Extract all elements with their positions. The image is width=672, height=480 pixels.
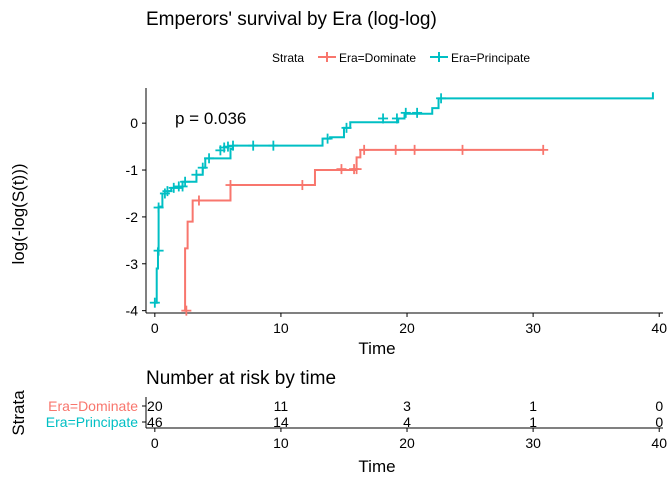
risk-row-label-principate: Era=Principate: [46, 414, 138, 430]
main-y-axis-label: log(-log(S(t))): [9, 163, 28, 264]
risk-cell-dominate: 3: [403, 398, 411, 414]
chart-title: Emperors' survival by Era (log-log): [146, 9, 437, 30]
main-x-tick-label: 10: [273, 320, 289, 336]
main-y-tick-label: 0: [130, 115, 138, 131]
censor-mark-principate: [436, 93, 447, 104]
censor-mark-principate: [149, 297, 160, 308]
censor-mark-dominate: [225, 180, 236, 191]
legend-label-dominate: Era=Dominate: [339, 51, 416, 65]
censor-mark-dominate: [359, 144, 370, 155]
censor-mark-dominate: [181, 305, 192, 316]
censor-mark-principate: [204, 153, 215, 164]
censor-mark-principate: [228, 140, 239, 151]
risk-x-tick-label: 0: [151, 435, 159, 451]
risk-y-axis-label: Strata: [9, 390, 28, 436]
risk-table-axes: 0 10 20 30 40: [142, 397, 667, 451]
main-x-tick-label: 30: [525, 320, 541, 336]
main-x-tick-label: 40: [651, 320, 667, 336]
risk-cell-principate: 14: [273, 414, 289, 430]
main-y-tick-label: -2: [126, 209, 139, 225]
censor-mark-principate: [412, 107, 423, 118]
censor-mark-dominate: [336, 164, 347, 175]
censor-mark-principate: [341, 122, 352, 133]
censor-mark-principate: [191, 169, 202, 180]
risk-cell-dominate: 0: [655, 398, 663, 414]
censor-mark-principate: [268, 140, 279, 151]
censor-mark-principate: [222, 141, 233, 152]
censor-mark-dominate: [538, 144, 549, 155]
censor-mark-dominate: [409, 144, 420, 155]
censor-mark-principate: [248, 140, 259, 151]
main-y-tick-label: -3: [126, 256, 139, 272]
main-plot-series: [149, 92, 654, 316]
legend-label-principate: Era=Principate: [451, 51, 530, 65]
censor-mark-dominate: [457, 144, 468, 155]
legend-title: Strata: [272, 51, 304, 65]
risk-cell-dominate: 11: [274, 398, 289, 414]
censor-mark-principate: [153, 202, 164, 213]
censor-mark-dominate: [193, 195, 204, 206]
risk-row-label-dominate: Era=Dominate: [48, 398, 138, 414]
censor-mark-principate: [162, 186, 173, 197]
risk-cell-dominate: 1: [529, 398, 537, 414]
censor-mark-principate: [153, 245, 164, 256]
series-line-principate: [154, 92, 654, 304]
risk-cell-principate: 0: [655, 414, 663, 430]
legend-key-dominate: [318, 52, 336, 62]
censor-mark-principate: [197, 162, 208, 173]
censor-mark-principate: [322, 133, 333, 144]
risk-cell-principate: 46: [147, 414, 163, 430]
main-y-tick-label: -4: [126, 303, 139, 319]
censor-mark-principate: [180, 176, 191, 187]
main-x-axis-label: Time: [358, 339, 395, 358]
risk-x-tick-label: 10: [273, 435, 289, 451]
censor-mark-principate: [378, 113, 389, 124]
risk-cell-principate: 1: [529, 414, 537, 430]
series-line-dominate: [183, 148, 544, 312]
main-plot-axes: -4 -3 -2 -1 0 0 10 20 30 40: [126, 88, 667, 336]
legend-key-principate: [430, 52, 448, 62]
censor-mark-principate: [391, 113, 402, 124]
censor-mark-dominate: [351, 164, 362, 175]
censor-mark-principate: [168, 182, 179, 193]
risk-x-tick-label: 40: [651, 435, 667, 451]
risk-table-title: Number at risk by time: [146, 368, 336, 389]
legend: Strata Era=Dominate Era=Principate: [272, 51, 530, 65]
censor-mark-dominate: [297, 180, 308, 191]
risk-cell-principate: 4: [403, 414, 411, 430]
risk-x-tick-label: 30: [525, 435, 541, 451]
main-y-tick-label: -1: [126, 162, 139, 178]
main-x-tick-label: 20: [399, 320, 415, 336]
risk-table-cells: Era=Dominate 20 11 3 1 0 Era=Principate 46 14 4 1 0: [46, 398, 664, 430]
censor-mark-principate: [400, 107, 411, 118]
risk-x-tick-label: 20: [399, 435, 415, 451]
censor-mark-dominate: [390, 144, 401, 155]
main-x-tick-label: 0: [151, 320, 159, 336]
risk-x-axis-label: Time: [358, 457, 395, 476]
risk-cell-dominate: 20: [147, 398, 163, 414]
p-value-annotation: p = 0.036: [175, 109, 246, 128]
